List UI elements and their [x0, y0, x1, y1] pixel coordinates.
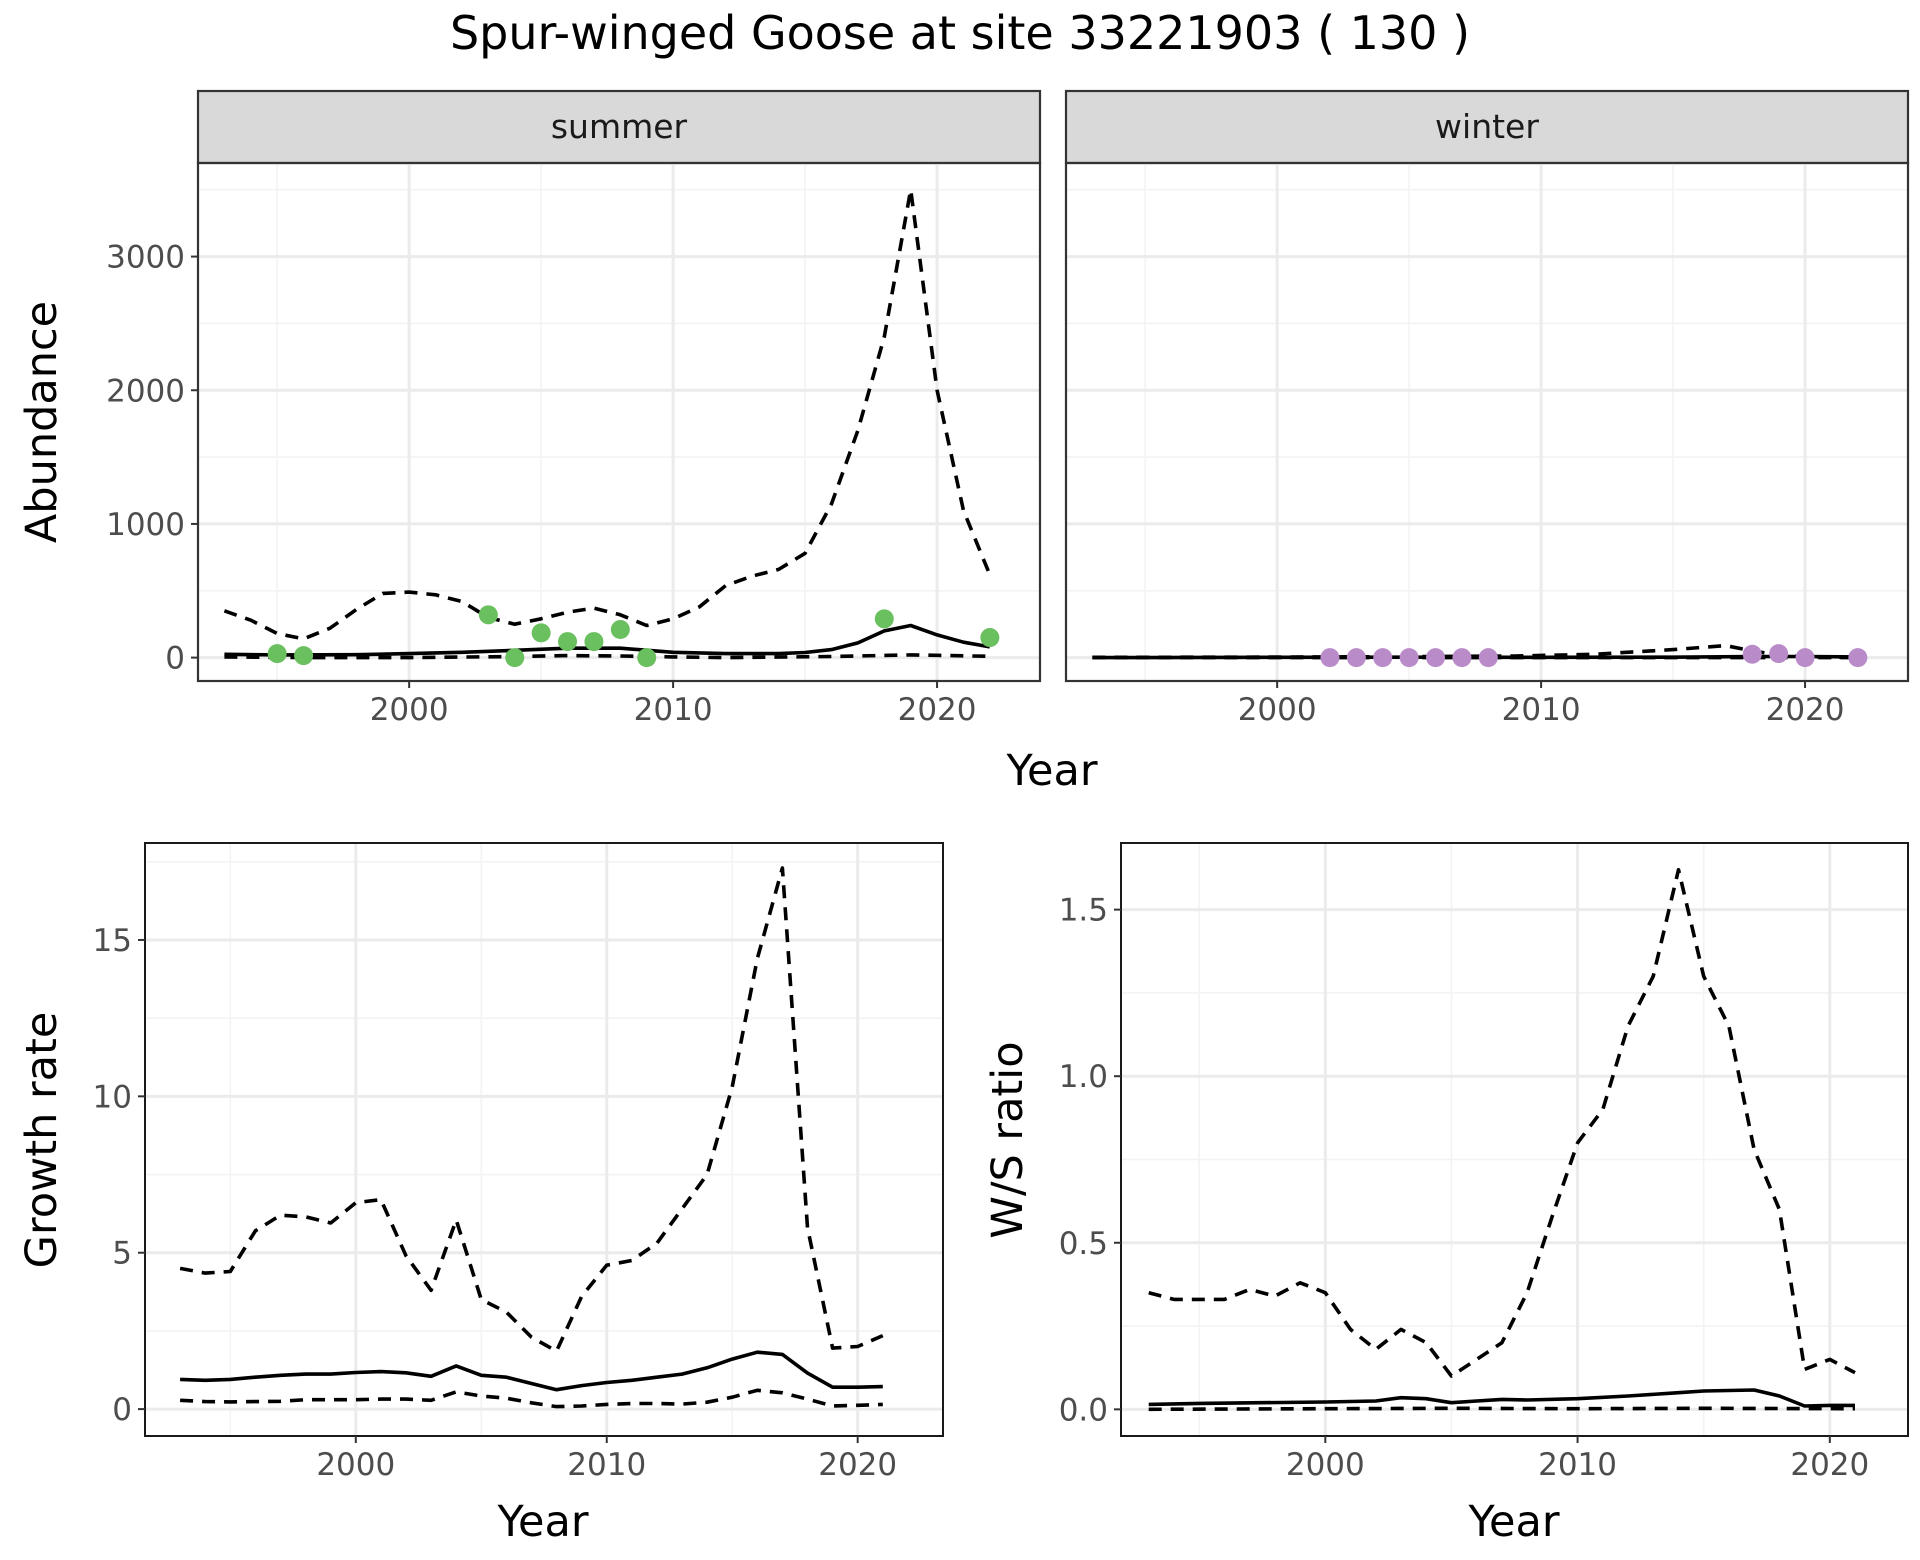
- observation-point: [1742, 644, 1762, 664]
- strip-label: winter: [1435, 107, 1539, 146]
- panel-border: [196, 161, 1042, 683]
- observation-point: [1478, 648, 1498, 668]
- observation-point: [1795, 648, 1815, 668]
- y-tick-label: 1000: [106, 507, 185, 543]
- y-tick-label: 0: [165, 641, 185, 677]
- observation-point: [558, 632, 578, 652]
- observation-point: [294, 646, 314, 666]
- observation-point: [637, 648, 657, 668]
- facet-strip-winter: winter: [1064, 89, 1910, 165]
- x-axis-title: Year: [1005, 746, 1097, 796]
- observation-point: [874, 609, 894, 629]
- dashed-bound-line: [179, 866, 884, 1353]
- observation-point: [267, 644, 287, 664]
- panel-border: [1064, 161, 1910, 683]
- observation-point: [1848, 648, 1868, 668]
- panel-border: [144, 842, 944, 1437]
- y-axis-title: W/S ratio: [983, 1041, 1033, 1238]
- strip-label: summer: [551, 107, 688, 146]
- x-tick-label: 2010: [1502, 692, 1581, 728]
- observation-point: [1320, 648, 1340, 668]
- solid-estimate-line: [180, 1350, 883, 1392]
- x-tick-label: 2020: [818, 1447, 897, 1483]
- y-axis-title: Abundance: [17, 301, 67, 543]
- y-tick-label: 0: [112, 1392, 132, 1428]
- strip-background: [196, 89, 1042, 165]
- y-axis-title: Growth rate: [17, 1012, 67, 1269]
- x-tick-label: 2000: [316, 1447, 395, 1483]
- x-tick-label: 2020: [1790, 1447, 1869, 1483]
- y-tick-label: 10: [93, 1079, 132, 1115]
- y-tick-label: 2000: [106, 373, 185, 409]
- x-tick-label: 2010: [1538, 1447, 1617, 1483]
- observation-point: [1373, 648, 1393, 668]
- x-axis-title: Year: [1467, 1497, 1559, 1547]
- y-tick-label: 15: [93, 923, 132, 959]
- dashed-bound-line: [1148, 867, 1856, 1378]
- observation-point: [1426, 648, 1446, 668]
- y-tick-label: 3000: [106, 240, 185, 276]
- panel-border: [1120, 842, 1909, 1437]
- abundance-panel-summer: 2000 2010 2020 0 1000 2000 3000: [106, 161, 1042, 728]
- solid-estimate-line: [224, 623, 991, 657]
- observation-point: [584, 632, 604, 652]
- observation-point: [531, 623, 551, 643]
- dashed-bound-line: [1148, 1406, 1856, 1412]
- y-tick-label: 0.5: [1059, 1226, 1108, 1262]
- x-tick-label: 2010: [634, 692, 713, 728]
- observation-point: [478, 605, 498, 625]
- solid-estimate-line: [1148, 1388, 1855, 1408]
- observation-point: [1769, 644, 1789, 664]
- x-tick-label: 2000: [370, 692, 449, 728]
- observation-point: [1452, 648, 1472, 668]
- observation-point: [1346, 648, 1366, 668]
- y-tick-label: 5: [112, 1236, 132, 1272]
- y-tick-label: 1.5: [1059, 893, 1108, 929]
- plots-layer: summer 2000 2010 2020 0 1000 2000 3000 winter 200…: [17, 89, 1910, 1547]
- x-tick-label: 2000: [1238, 692, 1317, 728]
- x-tick-label: 2020: [898, 692, 977, 728]
- observation-point: [505, 648, 525, 668]
- dashed-bound-line: [180, 1388, 883, 1409]
- dashed-bound-line: [223, 187, 992, 641]
- observation-point: [610, 620, 630, 640]
- ratio-panel: 2000 2010 2020 0.0 0.5 1.0 1.5: [1059, 842, 1909, 1483]
- observation-point: [980, 628, 1000, 648]
- x-axis-title: Year: [496, 1497, 588, 1547]
- x-tick-label: 2010: [567, 1447, 646, 1483]
- facet-strip-summer: summer: [196, 89, 1042, 165]
- growth-panel: 2000 2010 2020 0 5 10 15: [93, 842, 944, 1483]
- y-tick-label: 1.0: [1059, 1059, 1108, 1095]
- observation-point: [1399, 648, 1419, 668]
- chart-title: Spur-winged Goose at site 33221903 ( 130…: [450, 6, 1470, 60]
- x-tick-label: 2020: [1766, 692, 1845, 728]
- x-tick-label: 2000: [1286, 1447, 1365, 1483]
- y-tick-label: 0.0: [1059, 1392, 1108, 1428]
- abundance-panel-winter: 2000 2010 2020: [1064, 161, 1910, 728]
